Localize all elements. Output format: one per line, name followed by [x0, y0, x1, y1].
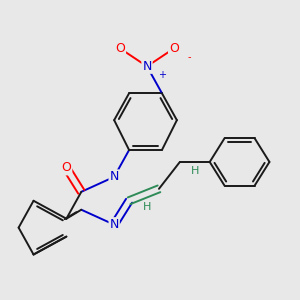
Text: N: N: [142, 60, 152, 73]
Text: O: O: [169, 42, 179, 55]
Text: N: N: [110, 218, 119, 231]
Text: H: H: [143, 202, 151, 212]
Text: N: N: [110, 170, 119, 183]
Text: H: H: [190, 166, 199, 176]
Text: +: +: [158, 70, 166, 80]
Text: O: O: [115, 42, 125, 55]
Text: -: -: [187, 52, 190, 62]
Text: O: O: [61, 161, 71, 174]
